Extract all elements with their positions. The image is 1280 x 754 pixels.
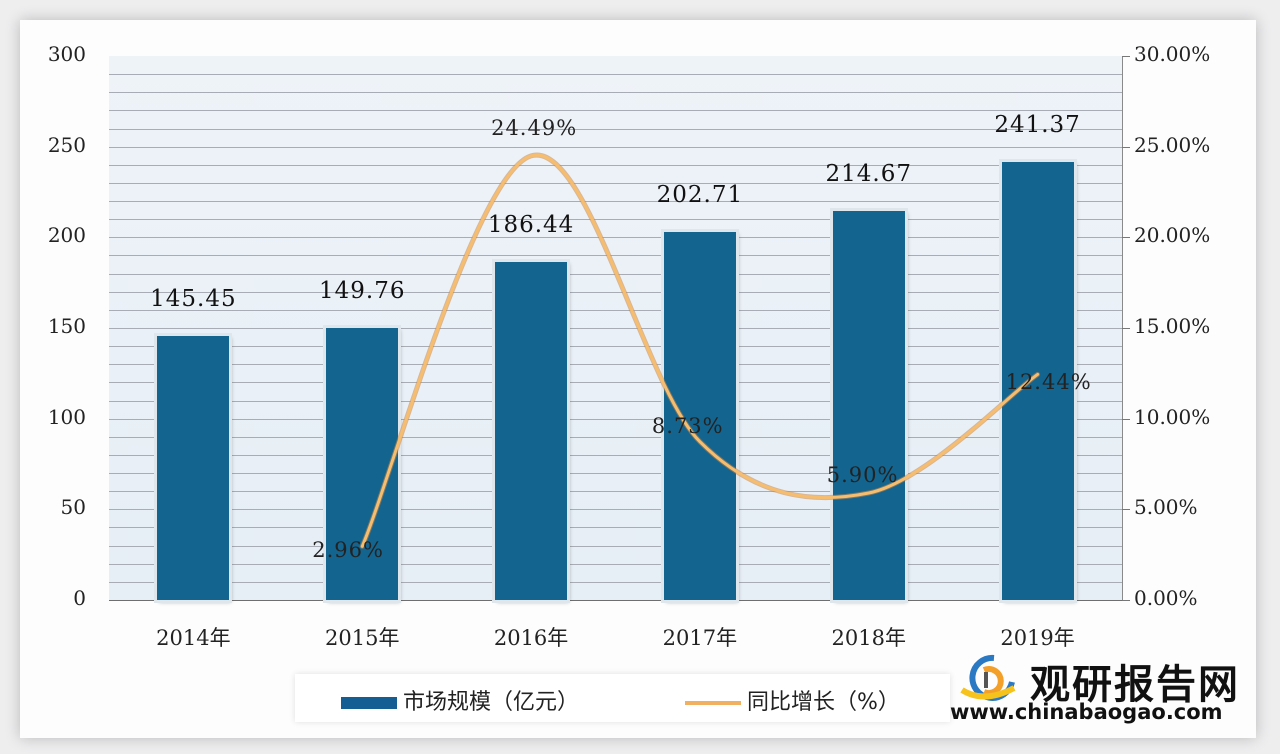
- gridline: [109, 382, 1122, 384]
- bar-value-label: 241.37: [994, 112, 1081, 139]
- gridline: [109, 309, 1122, 311]
- growth-value-label: 2.96%: [312, 538, 384, 563]
- gridline: [109, 436, 1122, 438]
- left-tick: 150: [47, 314, 86, 338]
- growth-value-label: 24.49%: [491, 115, 578, 140]
- gridline: [109, 454, 1122, 456]
- right-tick: 30.00%: [1134, 42, 1211, 66]
- gridline: [109, 110, 1122, 112]
- right-tick: 25.00%: [1134, 132, 1211, 157]
- legend-item-growth: 同比增长（%）: [685, 684, 900, 716]
- gridline: [109, 146, 1122, 148]
- left-tick: 200: [47, 223, 86, 248]
- bar-value-label: 145.45: [150, 286, 237, 313]
- gridline: [109, 128, 1122, 130]
- gridline: [109, 545, 1122, 547]
- left-tick: 300: [47, 42, 86, 66]
- left-tick: 250: [47, 132, 86, 157]
- gridline: [109, 418, 1122, 420]
- bar-value-label: 149.76: [319, 278, 406, 305]
- gridline: [109, 473, 1122, 475]
- gridline: [109, 164, 1122, 166]
- right-tick: 0.00%: [1134, 586, 1198, 610]
- left-tick: 100: [47, 404, 86, 429]
- gridline: [109, 328, 1122, 329]
- bar-value-label: 202.71: [656, 182, 744, 209]
- bar: [1001, 162, 1074, 600]
- gridline: [109, 291, 1122, 293]
- growth-value-label: 12.44%: [1005, 370, 1092, 395]
- legend: 市场规模（亿元） 同比增长（%）: [295, 674, 950, 722]
- gridline: [109, 255, 1122, 257]
- x-tick: 2014年: [156, 626, 231, 650]
- bar: [157, 336, 230, 600]
- gridline: [109, 364, 1122, 366]
- bar-swatch-icon: [341, 697, 397, 709]
- growth-value-label: 8.73%: [651, 413, 724, 438]
- logo-url: www.chinabaogao.com: [950, 700, 1223, 724]
- gridline: [109, 509, 1122, 511]
- bar: [326, 328, 399, 600]
- right-tick: 20.00%: [1134, 223, 1211, 248]
- right-tick: 5.00%: [1134, 495, 1198, 520]
- gridline: [109, 92, 1122, 94]
- bar-value-label: 214.67: [825, 160, 912, 187]
- gridline: [109, 182, 1122, 184]
- bar-value-label: 186.44: [487, 211, 575, 238]
- gridline: [109, 581, 1122, 583]
- logo-icon: [960, 654, 1016, 701]
- legend-item-market-size: 市场规模（亿元）: [341, 684, 579, 716]
- x-tick: 2017年: [662, 626, 738, 650]
- gridline: [109, 491, 1122, 493]
- watermark-logo: 观研报告网 www.chinabaogao.com: [950, 650, 1250, 730]
- bar: [495, 261, 568, 600]
- x-tick: 2019年: [1000, 626, 1075, 650]
- bar: [663, 232, 736, 600]
- right-tick: 15.00%: [1134, 314, 1211, 338]
- left-tick: 0: [73, 586, 86, 610]
- gridline: [109, 201, 1122, 203]
- logo-name: 观研报告网: [1030, 662, 1240, 708]
- growth-value-label: 5.90%: [826, 463, 899, 487]
- right-tick: 10.00%: [1134, 404, 1211, 429]
- gridline: [109, 219, 1122, 221]
- gridline: [109, 527, 1122, 529]
- x-tick: 2016年: [493, 626, 569, 650]
- x-tick: 2018年: [831, 626, 906, 650]
- gridline: [109, 237, 1122, 239]
- bar: [832, 210, 905, 600]
- gridline: [109, 74, 1122, 76]
- gridline: [109, 563, 1122, 565]
- left-tick: 50: [60, 495, 86, 520]
- line-swatch-icon: [685, 701, 741, 705]
- x-tick: 2015年: [325, 626, 400, 650]
- gridline: [109, 400, 1122, 402]
- gridline: [109, 346, 1122, 348]
